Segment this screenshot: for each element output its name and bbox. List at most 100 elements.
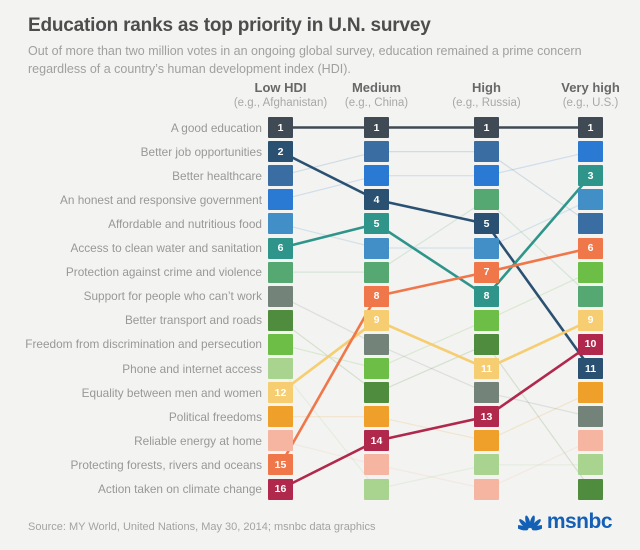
rank-number: 6 — [277, 242, 284, 254]
page-title: Education ranks as top priority in U.N. … — [28, 15, 431, 36]
rank-square: 14 — [364, 430, 389, 452]
bump-line — [280, 199, 591, 249]
rank-square — [268, 309, 293, 331]
column-header: Medium (e.g., China) — [312, 80, 442, 109]
column-header: High (e.g., Russia) — [422, 80, 552, 109]
rank-number: 2 — [277, 145, 284, 158]
row-label: Phone and internet access — [122, 361, 262, 376]
peacock-icon — [517, 514, 542, 530]
rank-number: 11 — [584, 362, 597, 375]
rank-square — [578, 141, 603, 163]
rank-square: 9 — [364, 309, 389, 331]
rank-number: 12 — [274, 386, 287, 399]
bump-line — [280, 271, 591, 370]
bump-line — [280, 392, 591, 442]
rank-square — [364, 237, 389, 259]
rank-number: 1 — [483, 121, 490, 134]
row-label: Better healthcare — [172, 168, 262, 183]
rank-number: 1 — [277, 121, 284, 134]
row-label: Equality between men and women — [81, 385, 262, 400]
rank-number: 13 — [480, 410, 493, 423]
row-label: Better transport and roads — [124, 313, 262, 328]
rank-square — [578, 430, 603, 452]
rank-number: 7 — [483, 266, 490, 279]
brand-logo: msnbc — [517, 510, 613, 534]
rank-square: 1 — [364, 117, 389, 138]
brand-name: msnbc — [546, 510, 613, 533]
rank-square — [578, 213, 603, 235]
rank-square: 12 — [268, 382, 293, 404]
rank-number: 6 — [587, 242, 594, 254]
rank-square: 1 — [268, 117, 293, 138]
rank-square — [578, 454, 603, 476]
rank-square — [578, 285, 603, 307]
rank-square: 10 — [578, 333, 603, 355]
column-header-label: High — [472, 80, 501, 95]
rank-square: 6 — [578, 237, 603, 259]
rank-square — [364, 333, 389, 355]
rank-square — [364, 165, 389, 187]
rank-number: 15 — [274, 458, 287, 471]
rank-square — [474, 141, 499, 163]
bump-line — [280, 295, 591, 418]
row-label: Affordable and nutritious food — [108, 216, 262, 231]
column-header-caption: (e.g., China) — [344, 97, 409, 109]
rank-square: 9 — [578, 309, 603, 331]
rank-number: 10 — [584, 338, 597, 351]
rank-number: 8 — [483, 290, 490, 303]
subtitle: Out of more than two million votes in an… — [28, 44, 582, 77]
rank-number: 5 — [373, 217, 380, 230]
rank-square — [474, 237, 499, 259]
rank-square — [474, 382, 499, 404]
rank-square — [474, 309, 499, 331]
column-header-caption: (e.g., Russia) — [452, 97, 521, 109]
bump-line — [280, 319, 591, 490]
rank-square: 6 — [268, 237, 293, 259]
bump-line — [280, 199, 591, 297]
rank-square: 2 — [268, 141, 293, 163]
rank-number: 3 — [587, 169, 594, 182]
rank-square: 11 — [474, 358, 499, 379]
rank-square: 16 — [268, 478, 293, 500]
bump-line — [279, 318, 592, 394]
rank-square — [578, 189, 603, 211]
rank-square: 5 — [474, 213, 499, 235]
rank-number: 4 — [373, 193, 380, 206]
column-header-caption: (e.g., Afghanistan) — [233, 97, 328, 109]
rank-square: 5 — [364, 213, 389, 235]
row-label: Freedom from discrimination and persecut… — [25, 337, 262, 352]
rank-square — [364, 141, 389, 163]
rank-square: 11 — [578, 358, 603, 379]
bump-line — [280, 368, 591, 490]
rank-square — [474, 333, 499, 355]
column-header: Very high (e.g., U.S.) — [526, 80, 640, 109]
rank-square — [578, 261, 603, 283]
rank-square — [474, 430, 499, 452]
rank-square — [268, 261, 293, 283]
rank-number: 8 — [373, 290, 380, 303]
row-label: An honest and responsive government — [60, 192, 262, 207]
rank-square — [364, 478, 389, 500]
rank-number: 1 — [373, 121, 380, 134]
bump-line — [279, 150, 592, 370]
rank-number: 9 — [373, 314, 380, 327]
rank-square — [578, 382, 603, 404]
rank-square — [268, 165, 293, 187]
row-label: Access to clean water and sanitation — [70, 241, 262, 255]
rank-square — [578, 406, 603, 428]
rank-square — [474, 478, 499, 500]
row-label: Support for people who can’t work — [83, 289, 262, 304]
column-header-label: Medium — [351, 80, 402, 95]
bump-line — [280, 151, 591, 201]
rank-number: 16 — [274, 483, 287, 495]
rank-square: 3 — [578, 165, 603, 187]
rank-number: 1 — [587, 121, 594, 134]
column-header-label: Low HDI — [254, 80, 307, 95]
bump-line — [280, 440, 591, 490]
row-label: Political freedoms — [168, 409, 262, 424]
bump-line — [279, 343, 592, 491]
rank-square — [268, 285, 293, 307]
rank-square — [364, 382, 389, 404]
rank-number: 11 — [480, 362, 493, 375]
bump-line — [279, 246, 591, 466]
